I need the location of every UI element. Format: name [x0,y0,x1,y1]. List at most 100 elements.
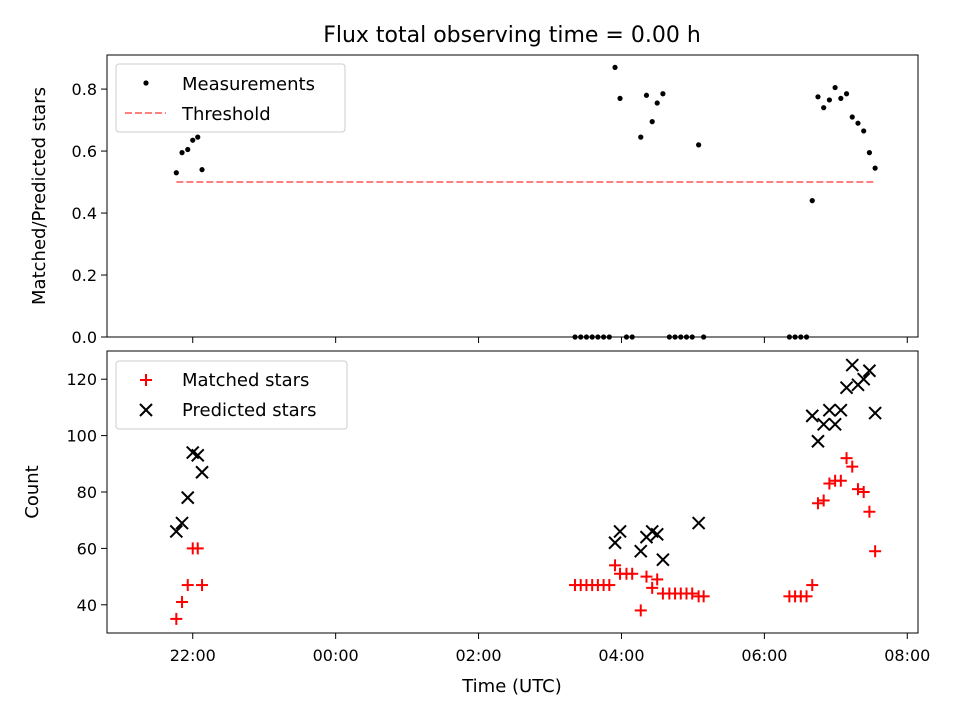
predicted-star-point [195,465,209,479]
predicted-star-point [811,434,825,448]
top-panel: 0.00.20.40.60.8 Matched/Predicted stars … [29,54,919,347]
matched-star-point [811,497,824,510]
bottom-x-tick-label: 22:00 [170,646,216,665]
matched-star-point [603,579,616,592]
measurement-point [649,119,655,125]
matched-star-point [800,590,813,603]
measurement-point [815,94,821,100]
predicted-star-point [191,448,205,463]
measurement-point [701,334,707,340]
matched-star-point [640,570,653,583]
predicted-star-point [839,380,854,395]
top-y-axis-label: Matched/Predicted stars [29,87,50,305]
measurement-point [623,334,630,340]
legend-measurements-label: Measurements [182,74,315,95]
legend-predicted-label: Predicted stars [182,400,316,421]
top-y-tick-label: 0.0 [72,328,97,347]
top-legend-frame [115,63,346,133]
bottom-series [169,358,882,625]
matched-star-point [646,581,659,594]
bottom-y-tick-label: 100 [66,427,97,446]
predicted-star-point [169,524,184,539]
bottom-x-axis-label: Time (UTC) [461,676,562,697]
bottom-x-tick-label: 08:00 [884,646,930,665]
measurement-point [849,114,855,120]
measurement-point [809,198,815,204]
measurement-point [798,334,804,340]
measurement-point [838,95,844,101]
matched-star-point [196,579,209,592]
predicted-star-point [828,417,842,432]
matched-star-point [686,587,699,600]
measurement-point [601,334,607,340]
bottom-x-tick-label: 06:00 [741,646,787,665]
bottom-x-tick-label: 04:00 [598,646,644,665]
legend-matched-marker [140,374,152,386]
matched-star-point [609,559,622,572]
matched-star-point [170,612,183,625]
matched-star-point [846,460,859,473]
bottom-panel: 40 60 80 100 120 22:00 00:00 02:00 04:00 06:00 08… [22,350,930,697]
matched-star-point [834,474,847,487]
measurement-point [190,137,196,143]
measurement-point [826,97,832,103]
top-series [173,64,878,340]
matched-star-point [840,452,853,465]
bottom-y-tick-label: 80 [77,483,97,502]
bottom-legend-frame [115,360,348,430]
top-y-tick-label: 0.2 [72,266,97,285]
top-y-tick-label: 0.6 [72,142,97,161]
measurement-point [195,134,201,140]
predicted-star-point [856,372,871,386]
predicted-star-point [650,527,664,542]
top-y-ticks: 0.0 0.2 0.4 0.6 0.8 [72,80,107,347]
measurement-point [595,334,601,340]
matched-star-point [823,477,836,490]
measurement-point [666,334,672,340]
matched-star-point [181,579,194,592]
measurement-point [821,105,827,111]
top-legend: Measurements Threshold [115,63,346,133]
bottom-legend: Matched stars Predicted stars [115,360,348,430]
predicted-star-point [634,544,648,558]
measurement-point [786,334,792,340]
matched-star-point [626,567,639,580]
top-x-ticks [192,337,908,343]
matched-star-point [176,595,189,608]
matched-star-point [863,505,876,518]
bottom-y-axis-label: Count [22,465,43,518]
measurement-point [179,150,185,156]
predicted-star-point [845,358,859,372]
bottom-x-tick-label: 02:00 [456,646,502,665]
legend-measurements-marker [143,80,149,86]
bottom-y-ticks: 40 60 80 100 120 [66,370,107,615]
predicted-star-point [608,536,622,550]
bottom-y-tick-label: 60 [77,539,97,558]
bottom-y-tick-label: 120 [66,370,97,389]
measurement-point [199,167,205,173]
measurement-point [654,100,660,106]
matched-star-point [817,494,830,507]
top-y-tick-label: 0.8 [72,80,97,99]
matched-star-point [697,590,710,603]
predicted-star-point [181,490,195,505]
measurement-point [629,334,635,340]
measurement-point [643,92,650,98]
legend-predicted-marker [139,403,153,417]
measurement-point [678,334,684,340]
measurement-point [589,334,595,340]
matched-star-point [806,579,819,592]
matched-star-point [869,545,882,558]
predicted-star-point [656,552,670,567]
measurement-point [572,334,578,340]
measurement-point [638,134,644,140]
measurement-point [185,146,191,153]
measurement-point [792,334,798,340]
measurement-point [696,142,702,148]
measurement-point [660,91,666,97]
predicted-star-point [862,364,877,378]
predicted-star-point [822,403,837,417]
bottom-y-tick-label: 40 [77,596,97,615]
predicted-star-point [868,406,882,420]
measurement-point [617,95,623,101]
